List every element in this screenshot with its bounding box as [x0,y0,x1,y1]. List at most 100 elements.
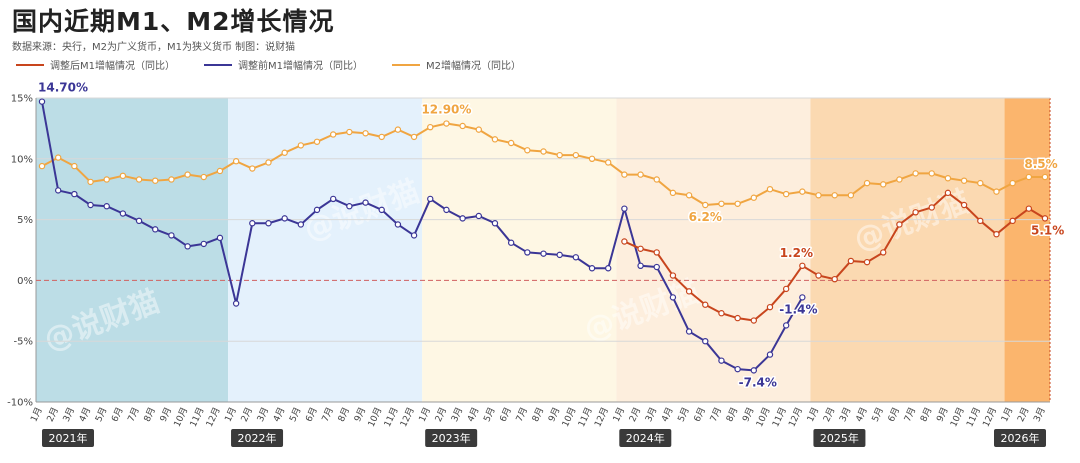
year-badge: 2022年 [231,429,284,447]
data-point [427,123,434,131]
data-point [200,240,207,248]
x-tick-label: 12月 [204,406,223,429]
year-bands [36,98,1050,402]
data-point [524,147,531,154]
data-point [135,217,143,225]
data-point [815,192,822,199]
data-point [168,232,175,239]
x-tick-label: 7月 [320,406,336,424]
data-point [443,206,450,214]
data-point [880,181,887,188]
x-tick-label: 7月 [902,406,918,424]
data-point [944,189,952,197]
data-point [249,220,256,227]
chart-subtitle: 数据来源：央行，M2为广义货币，M1为狭义货币 制图：说财猫 [12,42,296,53]
data-label: 12.90% [421,103,471,117]
x-tick-label: 9月 [158,406,174,424]
data-point [637,245,644,252]
data-point [410,232,418,239]
data-point [265,220,272,227]
x-tick-label: 6月 [498,406,514,424]
data-point [362,130,369,137]
data-point [152,226,159,233]
data-label-halo: -7.4% [739,375,777,389]
x-tick-label: 9月 [352,406,368,424]
data-point [232,158,240,165]
year-band [422,98,617,402]
data-point [329,195,337,203]
x-tick-label: 2月 [45,406,61,424]
x-tick-label: 6月 [886,406,902,424]
x-tick-label: 3月 [1032,406,1048,424]
x-tick-label: 8月 [918,406,934,424]
year-badge-bg [231,429,284,447]
data-point [912,170,919,177]
legend-item-m1-before: 调整前M1增幅情况（同比） [204,57,363,72]
x-tick-label: 2月 [627,406,643,424]
x-tick-label: 10月 [754,406,773,429]
data-point [766,185,774,193]
data-point [605,265,612,272]
data-point [103,176,110,183]
x-tick-label: 7月 [126,406,142,424]
year-band [228,98,423,402]
x-tick-label: 3月 [449,406,465,424]
data-point [1041,215,1049,222]
data-point [960,201,968,209]
data-point [621,171,628,178]
data-label: 5.1% [1031,223,1064,237]
data-point [669,294,677,301]
data-point [669,272,677,279]
x-tick-label: 1月 [805,406,821,424]
legend-label-m2: M2增幅情况（同比） [426,61,521,72]
x-tick-label: 6月 [692,406,708,424]
y-tick-label: 0% [17,276,33,287]
x-tick-label: 2月 [821,406,837,424]
data-point [912,209,919,216]
data-point [475,126,482,133]
data-point [507,139,515,147]
data-point [216,234,224,242]
year-label: 2024年 [626,431,665,445]
data-point [1025,173,1033,181]
x-tick-label: 3月 [255,406,271,424]
y-tick-label: 10% [11,154,33,165]
x-tick-label: 5月 [870,406,886,424]
data-point [378,133,385,141]
x-tick-label: 5月 [676,406,692,424]
data-point [880,249,887,256]
data-point [297,142,305,149]
data-point [831,275,838,283]
data-point [87,178,94,186]
data-point [702,338,709,345]
data-label-halo: 8.5% [1024,157,1057,171]
data-label: 14.70% [38,81,88,95]
data-label: 6.2% [689,210,722,224]
data-point [928,170,935,177]
data-point [637,262,644,270]
x-tick-label: 12月 [398,406,417,429]
year-label: 2023年 [432,431,471,445]
legend-swatch-m1-adjusted [16,64,44,66]
year-badge: 2026年 [994,429,1046,447]
data-point [653,263,660,271]
year-label: 2021年 [49,431,88,445]
data-point [313,138,321,145]
x-tick-label: 1月 [999,406,1015,424]
data-point [524,249,531,256]
data-point [410,133,418,141]
data-point [896,221,903,228]
data-point [184,243,191,250]
year-band [810,98,1005,402]
x-tick-label: 6月 [109,406,125,424]
data-point [863,179,871,187]
data-point [718,357,725,364]
x-tick-label: 8月 [530,406,546,424]
data-point [782,285,790,293]
data-point [346,203,353,210]
data-point [766,303,774,311]
data-point [718,310,725,317]
data-label-halo: -1.4% [779,302,817,316]
data-point [556,251,563,259]
data-point [863,258,871,266]
